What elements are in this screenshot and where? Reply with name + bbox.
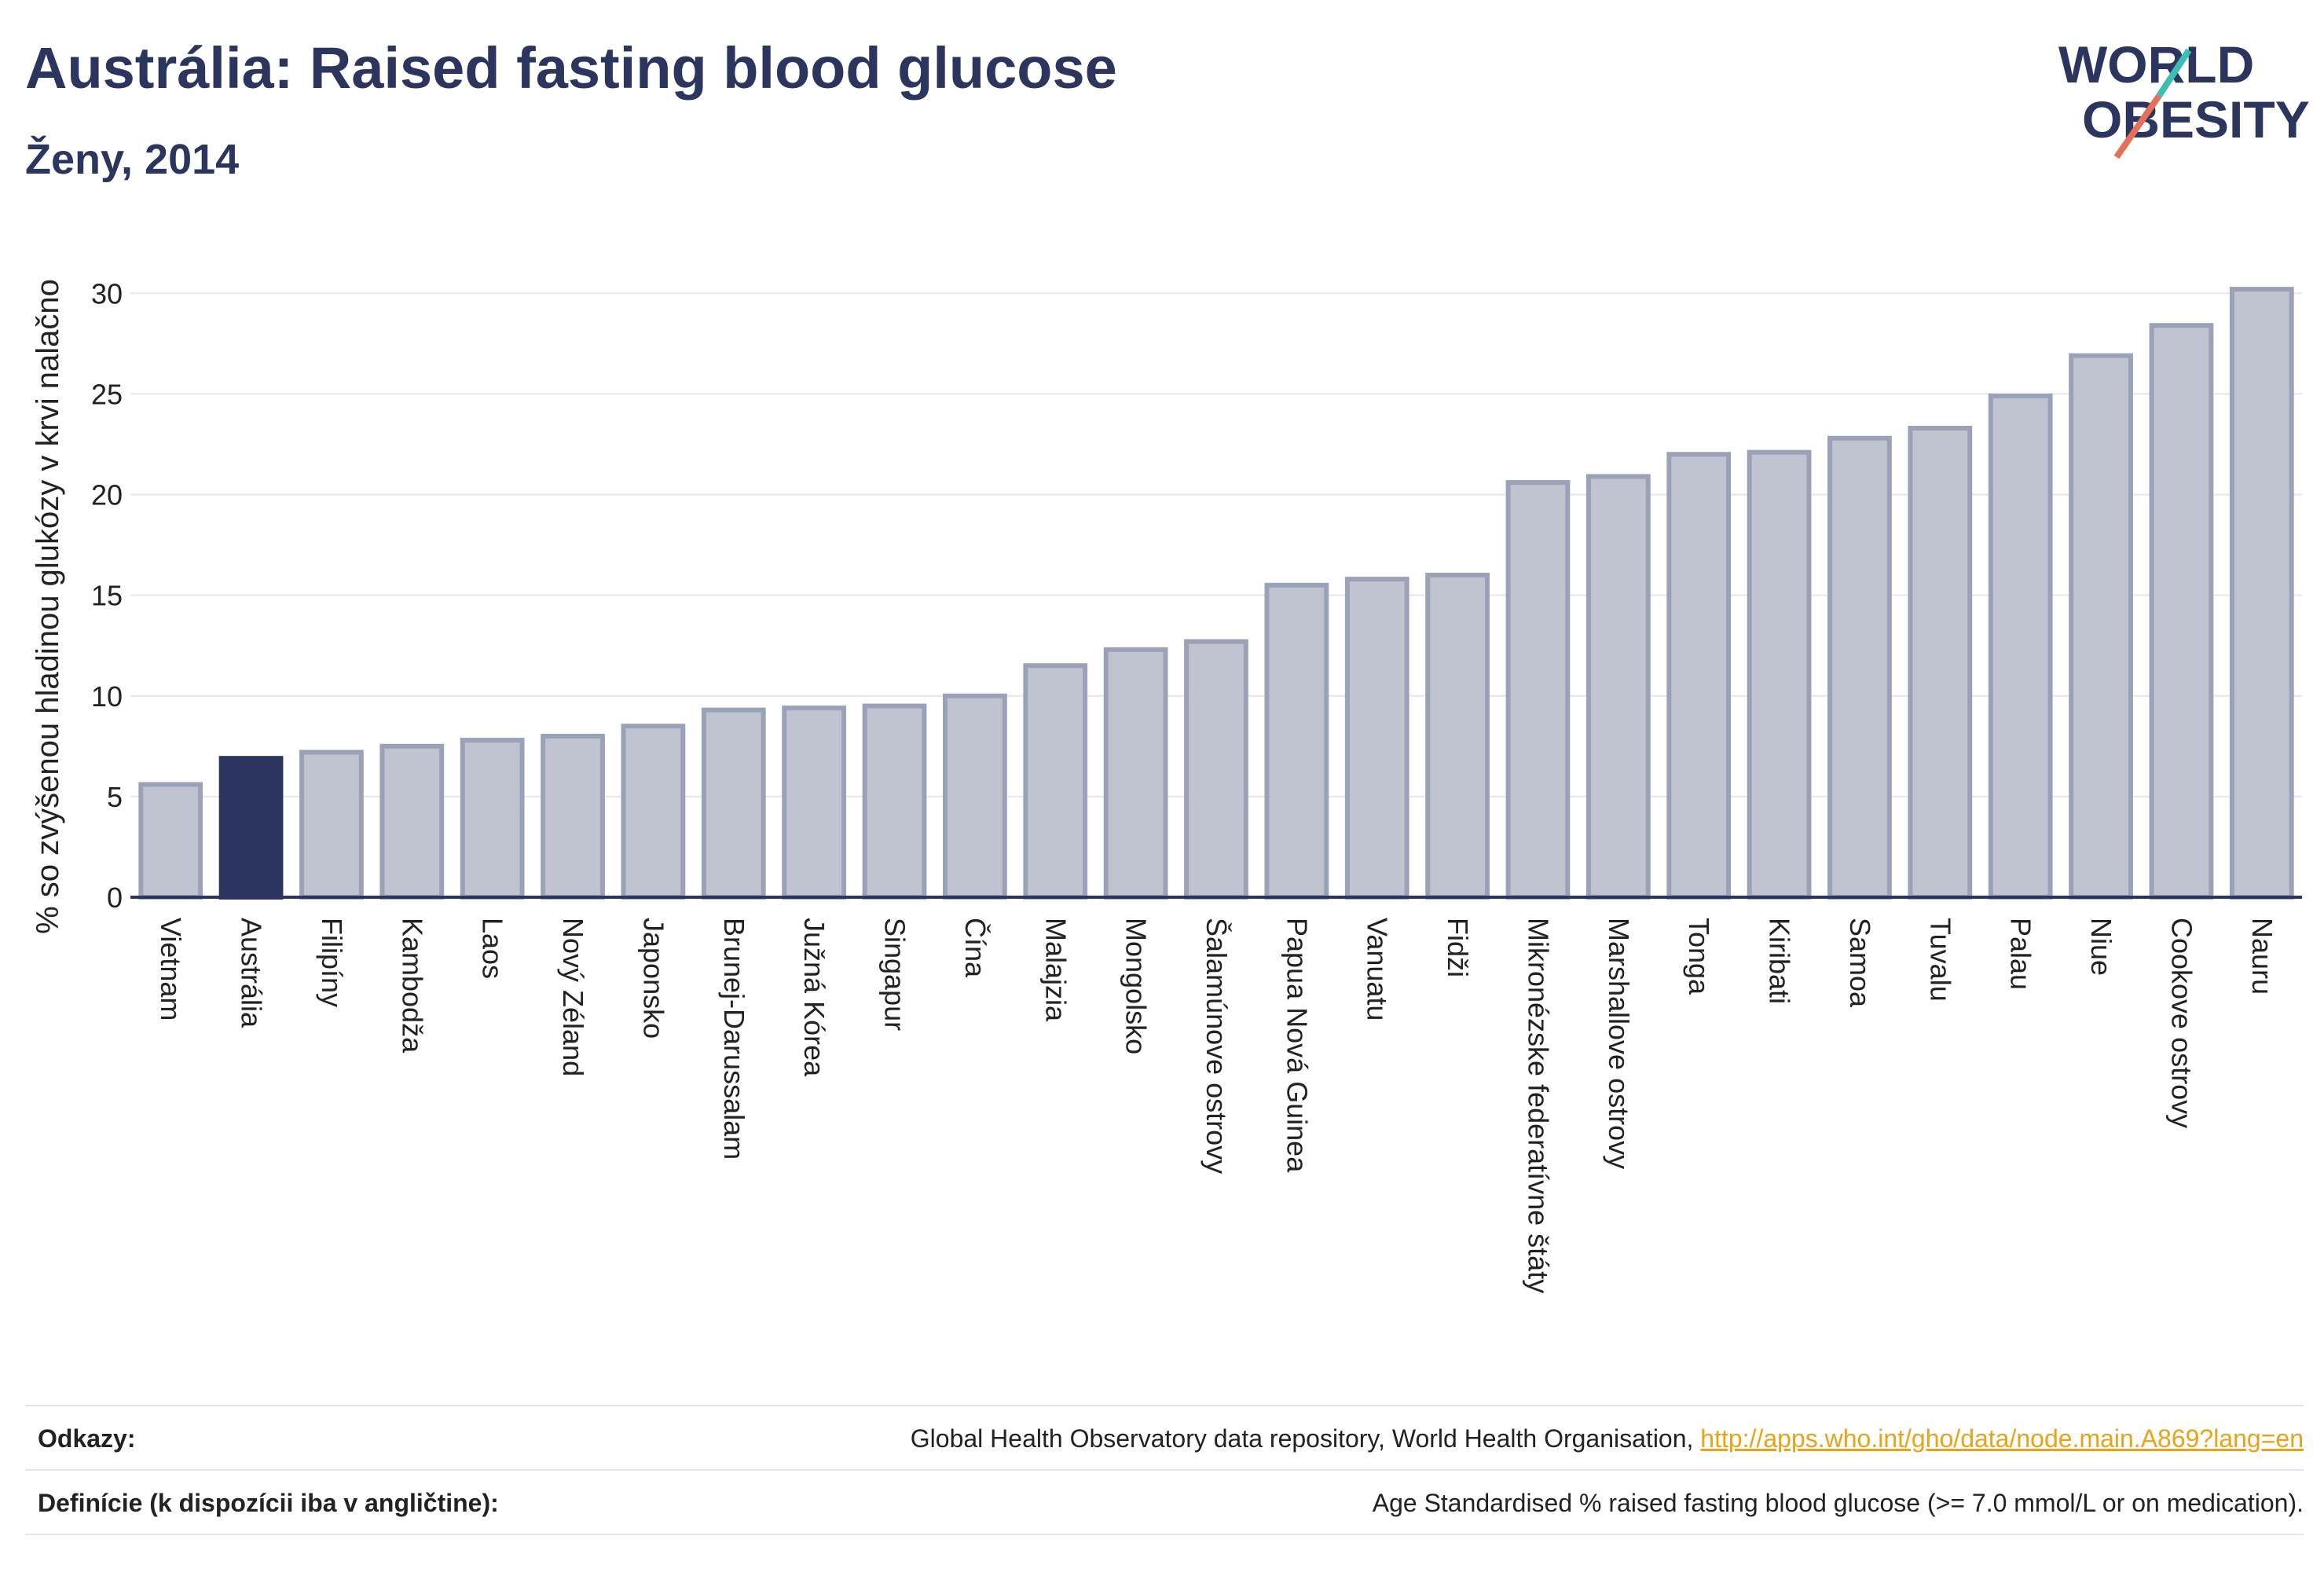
bar — [138, 782, 203, 900]
category-label: Samoa — [1844, 918, 1876, 1008]
bar — [1344, 577, 1409, 900]
bar — [460, 738, 525, 900]
bars — [138, 287, 2294, 900]
bar — [1585, 474, 1651, 900]
logo-slash-coral — [2113, 93, 2162, 159]
category-label: Laos — [477, 918, 509, 979]
category-label: Kambodža — [396, 918, 428, 1054]
bar — [541, 734, 605, 900]
category-label: Austrália — [236, 918, 268, 1028]
logo-line2: OBESITY — [2082, 90, 2310, 148]
references-label: Odkazy: — [38, 1424, 136, 1453]
y-axis-label: % so zvýšenou hladinou glukózy v krvi na… — [31, 279, 65, 934]
references-link[interactable]: http://apps.who.int/gho/data/node.main.A… — [1700, 1424, 2304, 1453]
category-label: Palau — [2005, 918, 2037, 990]
bar-chart: 0 5 10 15 20 25 30 Vietnam Austrália Filipíny Kam… — [31, 277, 2302, 1293]
bar — [1827, 435, 1892, 900]
y-tick-label: 20 — [91, 479, 123, 511]
category-label: Vietnam — [155, 918, 187, 1021]
bar — [1666, 452, 1732, 900]
bar — [1505, 480, 1571, 900]
y-axis-ticks: 0 5 10 15 20 25 30 — [91, 277, 123, 914]
category-label: Čína — [959, 918, 992, 978]
y-tick-label: 5 — [107, 781, 123, 813]
y-tick-label: 30 — [91, 277, 123, 310]
bar — [2149, 323, 2214, 900]
category-label: Šalamúnove ostrovy — [1200, 918, 1233, 1174]
bar — [1425, 573, 1490, 900]
y-tick-label: 0 — [107, 881, 123, 914]
definitions-row: Definície (k dispozícii iba v angličtine… — [25, 1469, 2304, 1535]
category-label: Marshallove ostrovy — [1603, 918, 1635, 1169]
category-label: Fidži — [1442, 918, 1474, 977]
category-label: Niue — [2085, 918, 2117, 976]
references-text: Global Health Observatory data repositor… — [910, 1424, 1701, 1453]
category-label: Malajzia — [1039, 918, 1072, 1022]
category-label: Papua Nová Guinea — [1281, 918, 1313, 1173]
logo-slash-teal — [2156, 48, 2192, 98]
definitions-text: Age Standardised % raised fasting blood … — [1372, 1488, 2304, 1517]
bar — [1023, 663, 1088, 900]
bar — [1184, 639, 1248, 900]
y-tick-label: 25 — [91, 378, 123, 410]
category-label: Filipíny — [316, 918, 348, 1007]
category-label: Japonsko — [637, 918, 669, 1039]
category-label: Kiribati — [1764, 918, 1796, 1004]
bar — [1264, 582, 1329, 900]
y-tick-label: 15 — [91, 580, 123, 612]
category-label: Nauru — [2246, 918, 2278, 995]
category-label: Singapur — [879, 918, 911, 1031]
bar — [299, 750, 364, 900]
footer-divider — [25, 1534, 2304, 1535]
bar — [943, 693, 1007, 900]
category-label: Vanuatu — [1362, 918, 1394, 1021]
bar — [782, 706, 847, 900]
chart-title: Austrália: Raised fasting blood glucose — [25, 35, 1117, 101]
bar — [218, 756, 284, 900]
bar — [2069, 353, 2133, 900]
y-tick-label: 10 — [91, 680, 123, 713]
bar — [1988, 393, 2053, 900]
definitions-label: Definície (k dispozícii iba v angličtine… — [38, 1488, 499, 1517]
world-obesity-logo: WORLD OBESITY — [2058, 35, 2310, 159]
category-label: Južná Kórea — [798, 918, 830, 1077]
bar — [1908, 425, 1973, 900]
category-labels: Vietnam Austrália Filipíny Kambodža Laos Nový… — [155, 918, 2278, 1293]
category-label: Mikronézske federatívne štáty — [1522, 918, 1554, 1293]
category-label: Tuvalu — [1924, 918, 1956, 1002]
category-label: Tonga — [1683, 918, 1715, 995]
bar — [2229, 287, 2294, 900]
bar — [701, 707, 766, 900]
bar — [379, 743, 445, 900]
category-label: Cookove ostrovy — [2165, 918, 2198, 1128]
references-row: Odkazy: Global Health Observatory data r… — [25, 1405, 2304, 1471]
bar — [1747, 449, 1812, 900]
bar — [1103, 647, 1168, 900]
bar — [621, 724, 686, 900]
bar — [862, 703, 927, 900]
chart-subtitle: Ženy, 2014 — [25, 136, 240, 183]
logo-line1: WORLD — [2058, 35, 2254, 93]
references-value: Global Health Observatory data repositor… — [911, 1424, 2304, 1453]
category-label: Mongolsko — [1120, 918, 1153, 1054]
category-label: Nový Zéland — [557, 918, 589, 1076]
category-label: Brunej-Darussalam — [718, 918, 750, 1160]
